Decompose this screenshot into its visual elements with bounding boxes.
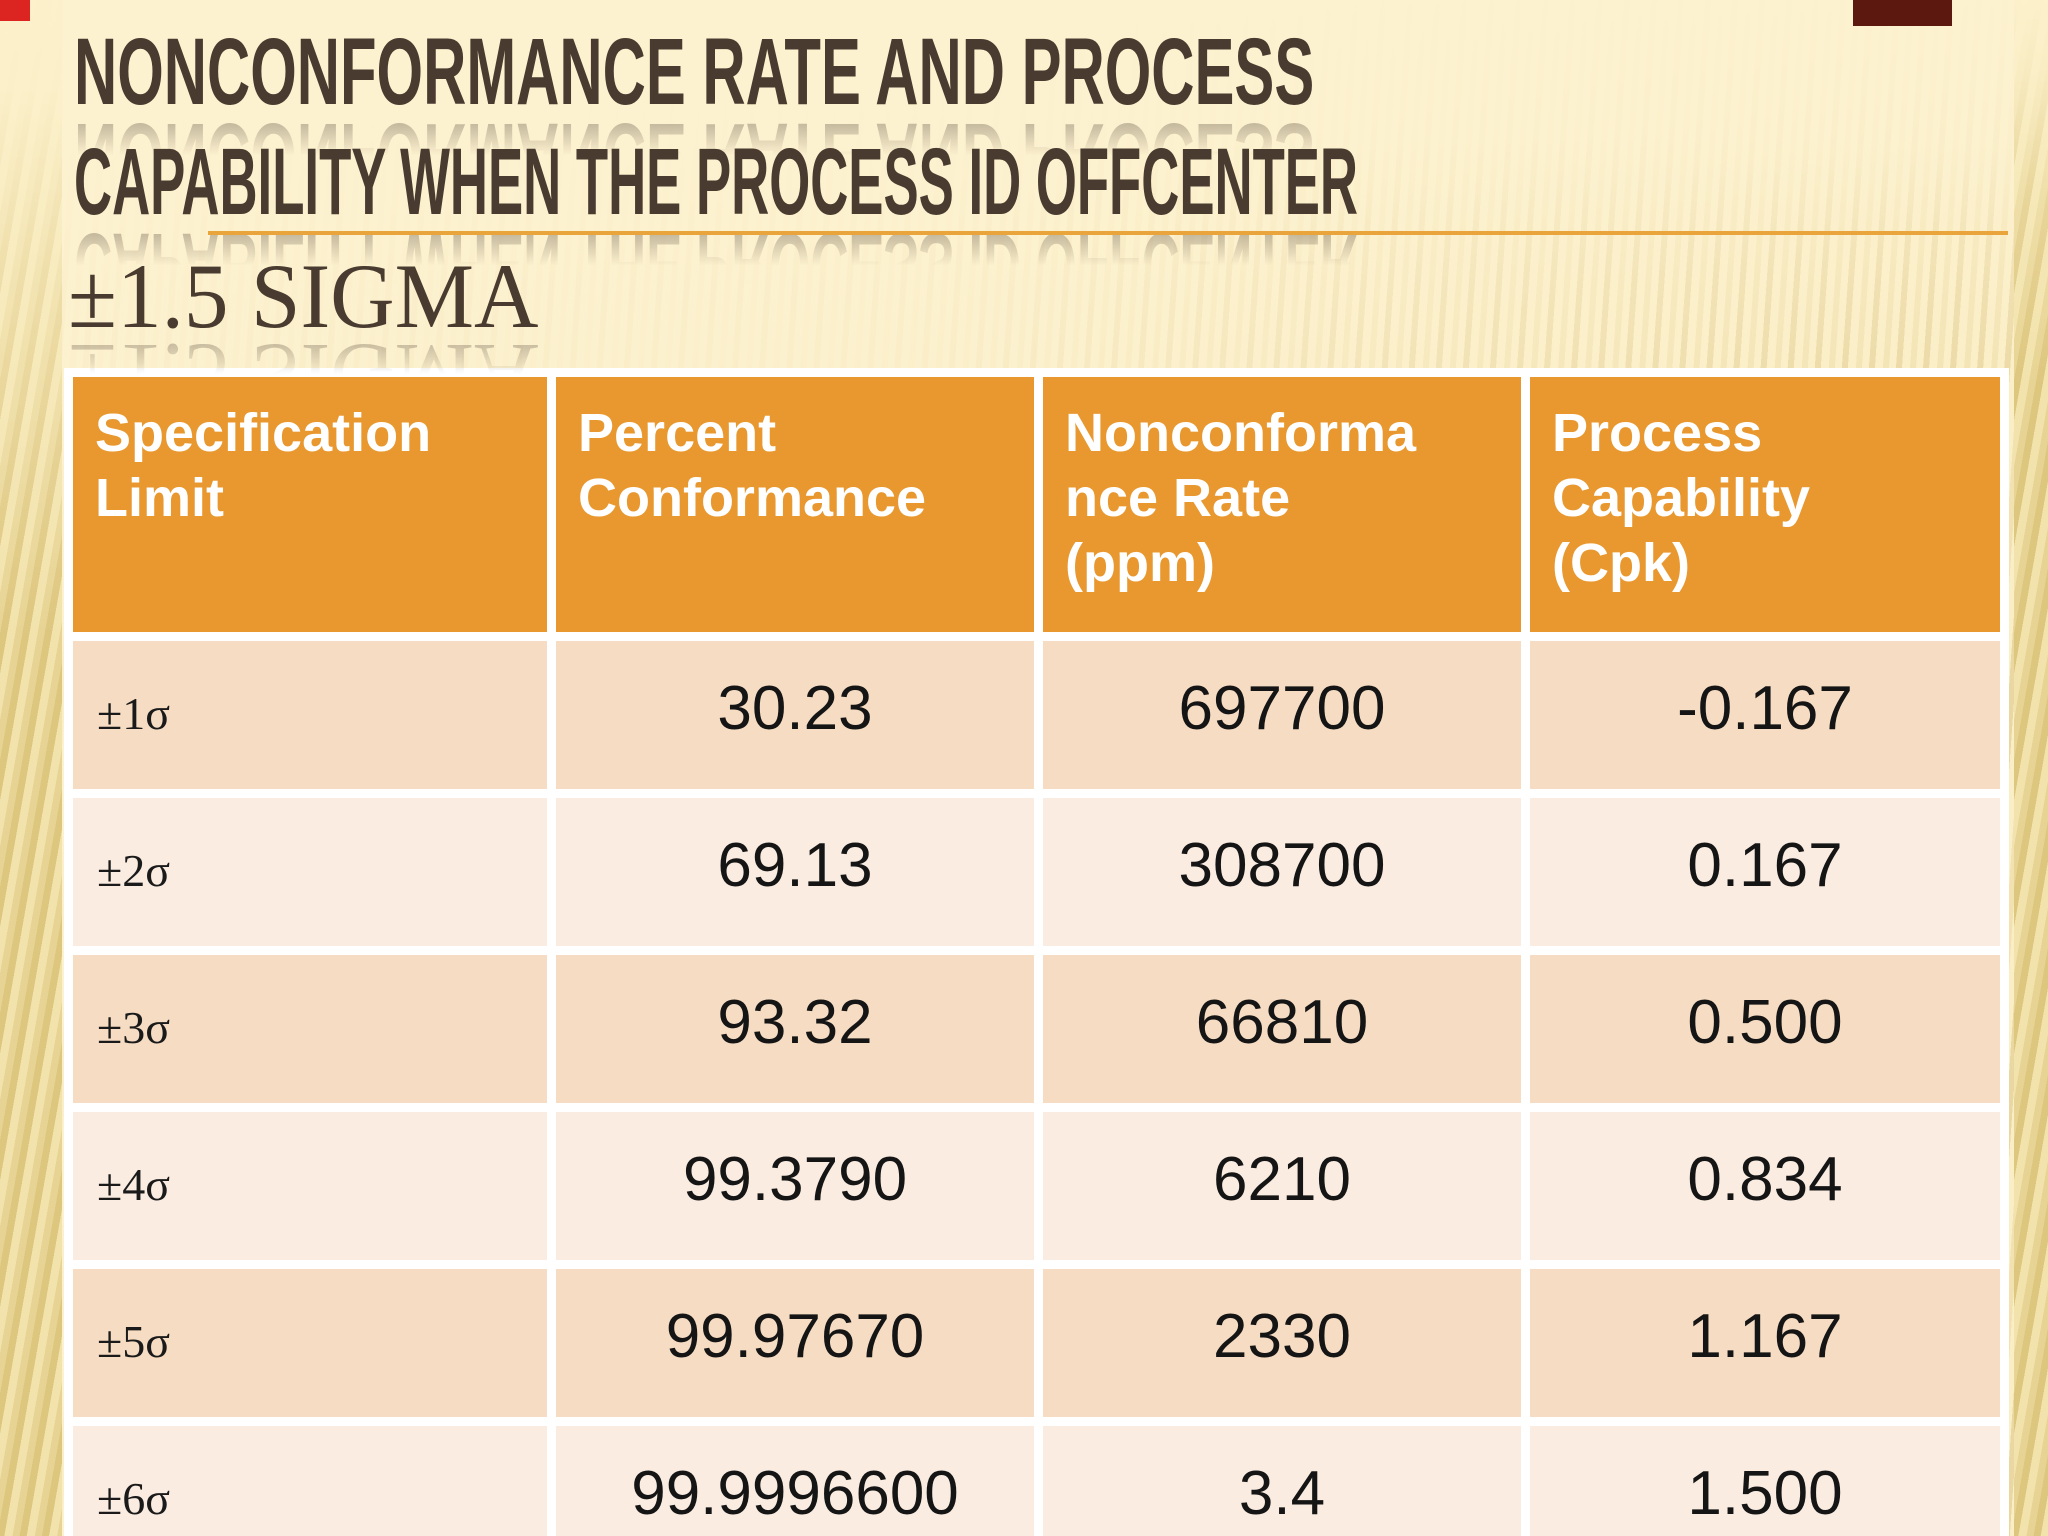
header-line: (ppm) bbox=[1065, 532, 1215, 593]
header-line: Conformance bbox=[578, 467, 927, 528]
cell-nonconformance-rate: 66810 bbox=[1043, 955, 1521, 1103]
header-line: Nonconforma bbox=[1065, 403, 1416, 463]
left-edge-stripe-texture bbox=[0, 0, 62, 1536]
cell-spec-limit: ±2σ bbox=[73, 798, 547, 946]
slide-title-line1: NONCONFORMANCE RATE AND PROCESS bbox=[74, 19, 1315, 125]
table-row: ±4σ 99.3790 6210 0.834 bbox=[73, 1112, 2000, 1260]
table-row: ±3σ 93.32 66810 0.500 bbox=[73, 955, 2000, 1103]
header-row: Specification Limit Percent Conformance … bbox=[73, 377, 2000, 632]
cell-process-capability: 0.167 bbox=[1530, 798, 2000, 946]
cell-spec-limit: ±5σ bbox=[73, 1269, 547, 1417]
cell-percent-conformance: 99.97670 bbox=[556, 1269, 1034, 1417]
cell-percent-conformance: 30.23 bbox=[556, 641, 1034, 789]
cell-process-capability: 1.500 bbox=[1530, 1426, 2000, 1536]
table-row: ±2σ 69.13 308700 0.167 bbox=[73, 798, 2000, 946]
cell-percent-conformance: 99.9996600 bbox=[556, 1426, 1034, 1536]
title-underline-rule bbox=[208, 231, 2008, 235]
header-line: Percent bbox=[578, 403, 777, 463]
cell-nonconformance-rate: 697700 bbox=[1043, 641, 1521, 789]
cell-spec-limit: ±1σ bbox=[73, 641, 547, 789]
table-row: ±6σ 99.9996600 3.4 1.500 bbox=[73, 1426, 2000, 1536]
column-header-specification-limit: Specification Limit bbox=[73, 377, 547, 632]
header-line: Limit bbox=[95, 467, 224, 528]
data-table: Specification Limit Percent Conformance … bbox=[64, 368, 2009, 1536]
cell-process-capability: 1.167 bbox=[1530, 1269, 2000, 1417]
cell-percent-conformance: 69.13 bbox=[556, 798, 1034, 946]
header-line: Capability bbox=[1552, 467, 1811, 528]
cell-process-capability: -0.167 bbox=[1530, 641, 2000, 789]
cell-process-capability: 0.500 bbox=[1530, 955, 2000, 1103]
table-row: ±1σ 30.23 697700 -0.167 bbox=[73, 641, 2000, 789]
slide-subtitle: ±1.5 SIGMA bbox=[68, 245, 539, 347]
header-line: Specification bbox=[95, 403, 432, 463]
cell-nonconformance-rate: 2330 bbox=[1043, 1269, 1521, 1417]
cell-nonconformance-rate: 6210 bbox=[1043, 1112, 1521, 1260]
cell-nonconformance-rate: 308700 bbox=[1043, 798, 1521, 946]
data-table-frame: Specification Limit Percent Conformance … bbox=[64, 368, 2009, 1536]
slide-title-line2: CAPABILITY WHEN THE PROCESS ID OFFCENTER bbox=[74, 129, 1359, 235]
right-edge-stripe-texture bbox=[2014, 0, 2048, 1536]
column-header-nonconformance-rate: Nonconforma nce Rate (ppm) bbox=[1043, 377, 1521, 632]
cell-percent-conformance: 99.3790 bbox=[556, 1112, 1034, 1260]
column-header-percent-conformance: Percent Conformance bbox=[556, 377, 1034, 632]
header-line: Process bbox=[1552, 403, 1763, 463]
column-header-process-capability: Process Capability (Cpk) bbox=[1530, 377, 2000, 632]
cell-nonconformance-rate: 3.4 bbox=[1043, 1426, 1521, 1536]
header-line: (Cpk) bbox=[1552, 532, 1690, 593]
cell-percent-conformance: 93.32 bbox=[556, 955, 1034, 1103]
cell-process-capability: 0.834 bbox=[1530, 1112, 2000, 1260]
top-left-red-artifact bbox=[0, 0, 30, 21]
top-right-maroon-artifact bbox=[1853, 0, 1952, 26]
cell-spec-limit: ±3σ bbox=[73, 955, 547, 1103]
header-line: nce Rate bbox=[1065, 467, 1291, 528]
cell-spec-limit: ±6σ bbox=[73, 1426, 547, 1536]
cell-spec-limit: ±4σ bbox=[73, 1112, 547, 1260]
table-row: ±5σ 99.97670 2330 1.167 bbox=[73, 1269, 2000, 1417]
